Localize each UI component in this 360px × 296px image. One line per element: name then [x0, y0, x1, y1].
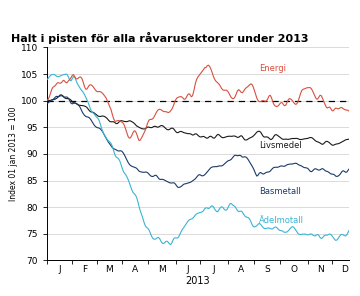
Text: Energi: Energi — [259, 64, 286, 73]
Text: Ädelmotall: Ädelmotall — [259, 216, 304, 225]
Y-axis label: Index 01 jan 2013 = 100: Index 01 jan 2013 = 100 — [9, 107, 18, 201]
Text: Livsmedel: Livsmedel — [259, 141, 302, 150]
Text: Halt i pisten för alla råvarusektorer under 2013: Halt i pisten för alla råvarusektorer un… — [10, 32, 308, 44]
X-axis label: 2013: 2013 — [186, 276, 210, 286]
Text: Basmetall: Basmetall — [259, 187, 301, 196]
